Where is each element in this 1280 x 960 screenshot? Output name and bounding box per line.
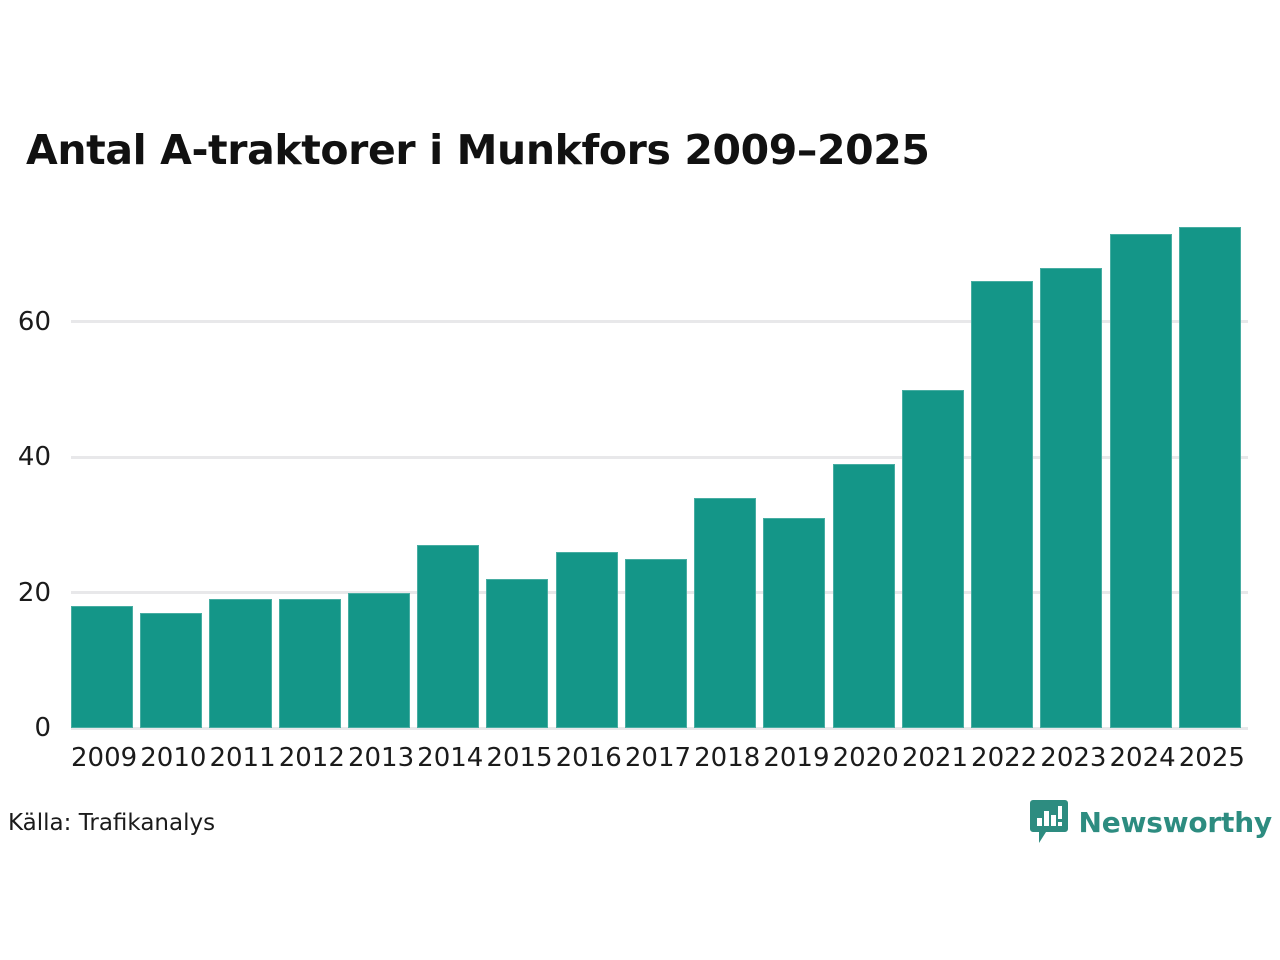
bar[interactable] bbox=[971, 281, 1034, 728]
x-axis-tick-label: 2010 bbox=[140, 743, 207, 773]
bar-series bbox=[71, 200, 1248, 728]
x-axis-tick-label: 2011 bbox=[209, 743, 276, 773]
bar[interactable] bbox=[624, 558, 687, 728]
newsworthy-logo: Newsworthy bbox=[1029, 799, 1273, 845]
bar[interactable] bbox=[486, 579, 549, 728]
brand-name: Newsworthy bbox=[1078, 805, 1273, 839]
bar[interactable] bbox=[71, 606, 134, 728]
x-axis-tick-label: 2018 bbox=[694, 743, 761, 773]
gridline bbox=[71, 320, 1248, 324]
bar[interactable] bbox=[1178, 227, 1241, 728]
page-title: Antal A-traktorer i Munkfors 2009–2025 bbox=[26, 126, 930, 174]
x-axis-labels: 2009 2010 2011 2012 2013 2014 2015 2016 2017 2018… bbox=[71, 743, 1248, 784]
y-axis-tick-label: 40 bbox=[17, 442, 51, 473]
bar[interactable] bbox=[278, 599, 341, 728]
x-axis-tick-label: 2012 bbox=[278, 743, 345, 773]
bar[interactable] bbox=[694, 497, 757, 728]
x-axis-tick-label: 2016 bbox=[555, 743, 622, 773]
bar[interactable] bbox=[555, 552, 618, 728]
y-axis-tick-label: 20 bbox=[17, 577, 51, 608]
gridline bbox=[71, 726, 1248, 730]
bar[interactable] bbox=[832, 464, 895, 728]
x-axis-tick-label: 2009 bbox=[71, 743, 138, 773]
x-axis-tick-label: 2014 bbox=[417, 743, 484, 773]
x-axis-tick-label: 2017 bbox=[624, 743, 692, 773]
bar[interactable] bbox=[763, 518, 826, 728]
x-axis-tick-label: 2025 bbox=[1178, 743, 1245, 773]
bar[interactable] bbox=[347, 592, 410, 728]
bar[interactable] bbox=[209, 599, 272, 728]
bar[interactable] bbox=[901, 389, 964, 728]
x-axis-tick-label: 2019 bbox=[763, 743, 830, 773]
bar[interactable] bbox=[1040, 267, 1103, 728]
x-axis-tick-label: 2020 bbox=[832, 743, 899, 773]
bar[interactable] bbox=[417, 545, 480, 728]
y-axis-tick-label: 60 bbox=[17, 306, 51, 337]
x-axis-tick-label: 2023 bbox=[1040, 743, 1107, 773]
x-axis-tick-label: 2024 bbox=[1109, 743, 1176, 773]
x-axis-tick-label: 2015 bbox=[486, 743, 553, 773]
x-axis-tick-label: 2013 bbox=[347, 743, 415, 773]
x-axis-tick-label: 2021 bbox=[901, 743, 968, 773]
bar[interactable] bbox=[1109, 233, 1172, 728]
bar[interactable] bbox=[140, 612, 203, 728]
source-note: Källa: Trafikanalys bbox=[8, 810, 216, 836]
x-axis-tick-label: 2022 bbox=[971, 743, 1038, 773]
speech-bubble-bar-chart-icon bbox=[1029, 799, 1068, 845]
y-axis-tick-label: 0 bbox=[34, 713, 51, 743]
gridline bbox=[71, 455, 1248, 459]
plot-area bbox=[71, 200, 1248, 730]
